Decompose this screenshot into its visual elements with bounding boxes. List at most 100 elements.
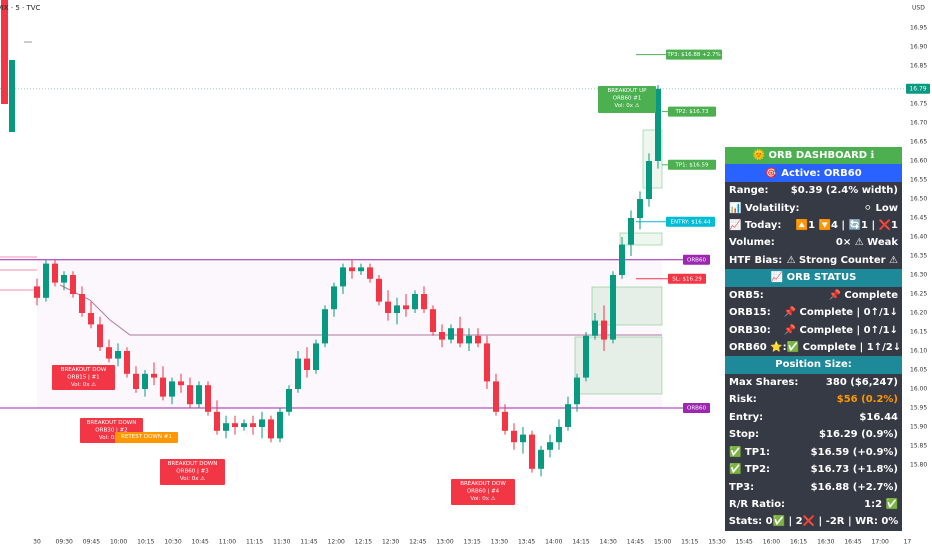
dashboard-row: ✅ TP1: $16.59 (+0.9%) [725,443,902,460]
x-tick-label: 14:00 [545,539,562,546]
candle-body [349,267,355,272]
candle-body [259,419,265,427]
y-tick-label: 16.70 [910,120,927,127]
x-tick-label: 13:15 [464,539,481,546]
signal-box [160,459,225,485]
candle-body [448,328,454,340]
y-tick-label: 16.20 [910,310,927,317]
row-label: ORB60 ⭐: [729,342,787,354]
row-value: ⚠ Strong Counter ⚠ [786,254,898,266]
x-tick-label: 11:45 [300,539,317,546]
level-tag [668,159,716,170]
x-tick-label: 10:15 [137,539,154,546]
signal-text: ORB15 | #1 [67,375,99,381]
level-tag [683,403,710,413]
row-label: 📈 Today: [729,219,782,231]
y-tick-label: 16.25 [910,291,927,298]
candle-body [457,328,463,344]
level-tag [666,216,715,227]
signal-text: ORB60 #1 [613,96,642,102]
row-label: ORB30: [729,324,771,336]
dashboard-row: ORB5: 📌 Complete [725,287,902,304]
candle-body [655,88,661,161]
dashboard-row: Stop: $16.29 (0.9%) [725,426,902,443]
signal-box [52,365,115,390]
x-tick-label: 16:00 [763,539,780,546]
x-tick-label: 17:00 [872,539,889,546]
signal-text: Vol: 0x ⚠ [71,382,96,388]
level-label: ORB60 [687,406,706,412]
x-tick-label: 16:45 [844,539,861,546]
candle-body [277,411,283,439]
dashboard-row: ORB60 ⭐: ✅ Complete | 1↑/2↓ [725,339,902,356]
candle-body [196,385,202,405]
y-tick-label: 16.35 [910,253,927,260]
signal-text: BREAKOUT DOW [460,481,506,487]
candle-body [565,404,571,427]
dashboard-row: Range: $0.39 (2.4% width) [725,182,902,199]
x-tick-label: 14:45 [627,539,644,546]
x-tick-label: 13:00 [436,539,453,546]
zone-box [574,336,663,395]
dashboard-row: TP3: $16.88 (+2.7%) [725,478,902,495]
symbol: VIX · 5 · TVC [0,4,41,12]
candle-body [538,449,544,469]
candle-body [205,385,211,412]
row-value: 📌 Complete | 0↑/1↓ [783,324,898,336]
candle-body [142,373,148,389]
candle-body [556,427,562,443]
signal-text: BREAKOUT DOWN [168,461,218,467]
candle-body [124,351,130,374]
y-tick-label: 16.45 [910,215,927,222]
dashboard-row: 📈 Today: 🔼1 🔽4 | 🔄1 | ❌1 [725,217,902,234]
dashboard-header: 🌞 ORB DASHBOARD ℹ [725,147,902,165]
row-label: HTF Bias: [729,254,783,266]
level-tag [668,106,716,117]
candle-body [322,309,328,344]
signal-text: ORB60 | #4 [467,489,500,495]
candle-body [178,381,184,386]
orb-dashboard: 🌞 ORB DASHBOARD ℹ 🎯 Active: ORB60 Range: $0… [725,147,902,531]
candle-body [484,343,490,382]
candle-body [313,343,319,370]
dashboard-header: Position Size: [725,356,902,374]
candle-body [421,294,427,310]
signal-box [598,86,656,113]
currency: USD [912,5,925,12]
candle-body [385,301,391,313]
candle-body [394,305,400,313]
signal-text: Vol: 0x ⚠ [99,435,124,441]
candle-body [88,313,94,325]
row-value: $16.88 (+2.7%) [810,481,898,493]
candle-body [610,275,616,340]
x-tick-label: 12:00 [328,539,345,546]
signal-text: Vol: 0x ⚠ [470,496,495,502]
candle-body [223,423,229,431]
x-tick-label: 11:00 [219,539,236,546]
y-tick-label: 16.00 [910,386,927,393]
candle-body [52,263,58,283]
y-tick-label: 15.95 [910,405,927,412]
candle-body [304,358,310,370]
candle-body [403,305,409,310]
dashboard-header: 🎯 Active: ORB60 [725,164,902,182]
x-tick-label: 09:30 [56,539,73,546]
candle-body [502,411,508,431]
candle-body [547,442,553,450]
dashboard-header: 📈 ORB STATUS [725,269,902,287]
edge-candle [9,60,15,132]
level-label: TP3: $16.88 +2.7% [666,52,720,58]
y-tick-label: 16.75 [910,101,927,108]
y-tick-label: 16.55 [910,177,927,184]
candle-body [430,309,436,332]
candle-body [214,411,220,431]
row-label: ✅ TP1: [729,446,771,458]
row-label: Risk: [729,394,757,406]
candle-body [619,244,625,275]
dashboard-header: Stats: 0✅ | 2❌ | -2R | WR: 0% [725,513,902,531]
signal-text: BREAKOUT DOW [61,367,107,373]
row-label: 📊 Volatility: [729,202,800,214]
row-value: $16.73 (+1.8%) [810,464,898,476]
